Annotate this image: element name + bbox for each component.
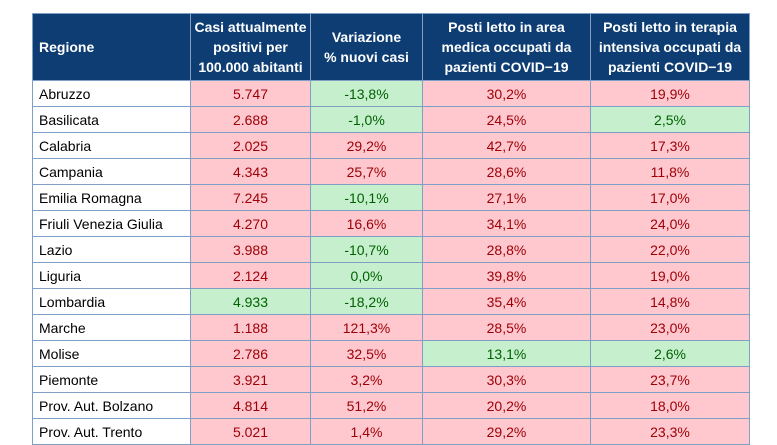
value-cell: -13,8%	[310, 80, 423, 107]
value-cell: 0,0%	[310, 262, 423, 289]
region-cell: Emilia Romagna	[32, 184, 191, 211]
value-cell: 17,3%	[590, 132, 750, 159]
value-cell: 25,7%	[310, 158, 423, 185]
value-cell: 5.021	[190, 418, 311, 445]
value-cell: 3.988	[190, 236, 311, 263]
header-variazione: Variazione % nuovi casi	[310, 13, 423, 81]
value-cell: 28,8%	[422, 236, 591, 263]
value-cell: 23,0%	[590, 314, 750, 341]
value-cell: 3.921	[190, 366, 311, 393]
value-cell: 30,3%	[422, 366, 591, 393]
value-cell: 1.188	[190, 314, 311, 341]
value-cell: 2.124	[190, 262, 311, 289]
table-row: Emilia Romagna 7.245 -10,1% 27,1% 17,0%	[32, 184, 750, 211]
value-cell: 17,0%	[590, 184, 750, 211]
value-cell: 39,8%	[422, 262, 591, 289]
region-cell: Basilicata	[32, 106, 191, 133]
table-row: Prov. Aut. Trento 5.021 1,4% 29,2% 23,3%	[32, 418, 750, 445]
table-row: Abruzzo 5.747 -13,8% 30,2% 19,9%	[32, 80, 750, 107]
value-cell: 11,8%	[590, 158, 750, 185]
region-cell: Liguria	[32, 262, 191, 289]
value-cell: 23,3%	[590, 418, 750, 445]
value-cell: 4.814	[190, 392, 311, 419]
region-cell: Molise	[32, 340, 191, 367]
value-cell: 51,2%	[310, 392, 423, 419]
value-cell: 2.688	[190, 106, 311, 133]
value-cell: 28,5%	[422, 314, 591, 341]
table-row: Lazio 3.988 -10,7% 28,8% 22,0%	[32, 236, 750, 263]
covid-regions-table: Regione Casi attualmente positivi per 10…	[32, 13, 750, 445]
header-row: Regione Casi attualmente positivi per 10…	[32, 13, 750, 81]
value-cell: 13,1%	[422, 340, 591, 367]
value-cell: 28,6%	[422, 158, 591, 185]
value-cell: 19,0%	[590, 262, 750, 289]
region-cell: Calabria	[32, 132, 191, 159]
value-cell: 32,5%	[310, 340, 423, 367]
table-row: Molise 2.786 32,5% 13,1% 2,6%	[32, 340, 750, 367]
header-terapia-intensiva: Posti letto in terapia intensiva occupat…	[590, 13, 750, 81]
value-cell: 34,1%	[422, 210, 591, 237]
value-cell: 42,7%	[422, 132, 591, 159]
value-cell: 35,4%	[422, 288, 591, 315]
value-cell: 19,9%	[590, 80, 750, 107]
table-row: Calabria 2.025 29,2% 42,7% 17,3%	[32, 132, 750, 159]
value-cell: 16,6%	[310, 210, 423, 237]
value-cell: 18,0%	[590, 392, 750, 419]
value-cell: -10,7%	[310, 236, 423, 263]
region-cell: Marche	[32, 314, 191, 341]
header-area-medica: Posti letto in area medica occupati da p…	[422, 13, 591, 81]
value-cell: 30,2%	[422, 80, 591, 107]
value-cell: 24,0%	[590, 210, 750, 237]
value-cell: 20,2%	[422, 392, 591, 419]
value-cell: 5.747	[190, 80, 311, 107]
value-cell: 29,2%	[422, 418, 591, 445]
table-row: Lombardia 4.933 -18,2% 35,4% 14,8%	[32, 288, 750, 315]
value-cell: 2.025	[190, 132, 311, 159]
value-cell: 29,2%	[310, 132, 423, 159]
header-regione: Regione	[32, 13, 191, 81]
value-cell: 23,7%	[590, 366, 750, 393]
value-cell: 7.245	[190, 184, 311, 211]
table-row: Campania 4.343 25,7% 28,6% 11,8%	[32, 158, 750, 185]
value-cell: 4.270	[190, 210, 311, 237]
header-casi: Casi attualmente positivi per 100.000 ab…	[190, 13, 311, 81]
value-cell: 14,8%	[590, 288, 750, 315]
value-cell: 3,2%	[310, 366, 423, 393]
value-cell: 27,1%	[422, 184, 591, 211]
table-row: Marche 1.188 121,3% 28,5% 23,0%	[32, 314, 750, 341]
value-cell: 24,5%	[422, 106, 591, 133]
value-cell: -1,0%	[310, 106, 423, 133]
value-cell: 4.933	[190, 288, 311, 315]
table-row: Liguria 2.124 0,0% 39,8% 19,0%	[32, 262, 750, 289]
region-cell: Piemonte	[32, 366, 191, 393]
region-cell: Prov. Aut. Bolzano	[32, 392, 191, 419]
region-cell: Abruzzo	[32, 80, 191, 107]
value-cell: 4.343	[190, 158, 311, 185]
value-cell: 2.786	[190, 340, 311, 367]
region-cell: Lazio	[32, 236, 191, 263]
region-cell: Lombardia	[32, 288, 191, 315]
table-row: Friuli Venezia Giulia 4.270 16,6% 34,1% 24,0…	[32, 210, 750, 237]
value-cell: 121,3%	[310, 314, 423, 341]
value-cell: 2,5%	[590, 106, 750, 133]
region-cell: Prov. Aut. Trento	[32, 418, 191, 445]
region-cell: Campania	[32, 158, 191, 185]
region-cell: Friuli Venezia Giulia	[32, 210, 191, 237]
table-row: Basilicata 2.688 -1,0% 24,5% 2,5%	[32, 106, 750, 133]
value-cell: 1,4%	[310, 418, 423, 445]
value-cell: -10,1%	[310, 184, 423, 211]
table-row: Prov. Aut. Bolzano 4.814 51,2% 20,2% 18,0%	[32, 392, 750, 419]
value-cell: -18,2%	[310, 288, 423, 315]
value-cell: 2,6%	[590, 340, 750, 367]
value-cell: 22,0%	[590, 236, 750, 263]
table-row: Piemonte 3.921 3,2% 30,3% 23,7%	[32, 366, 750, 393]
